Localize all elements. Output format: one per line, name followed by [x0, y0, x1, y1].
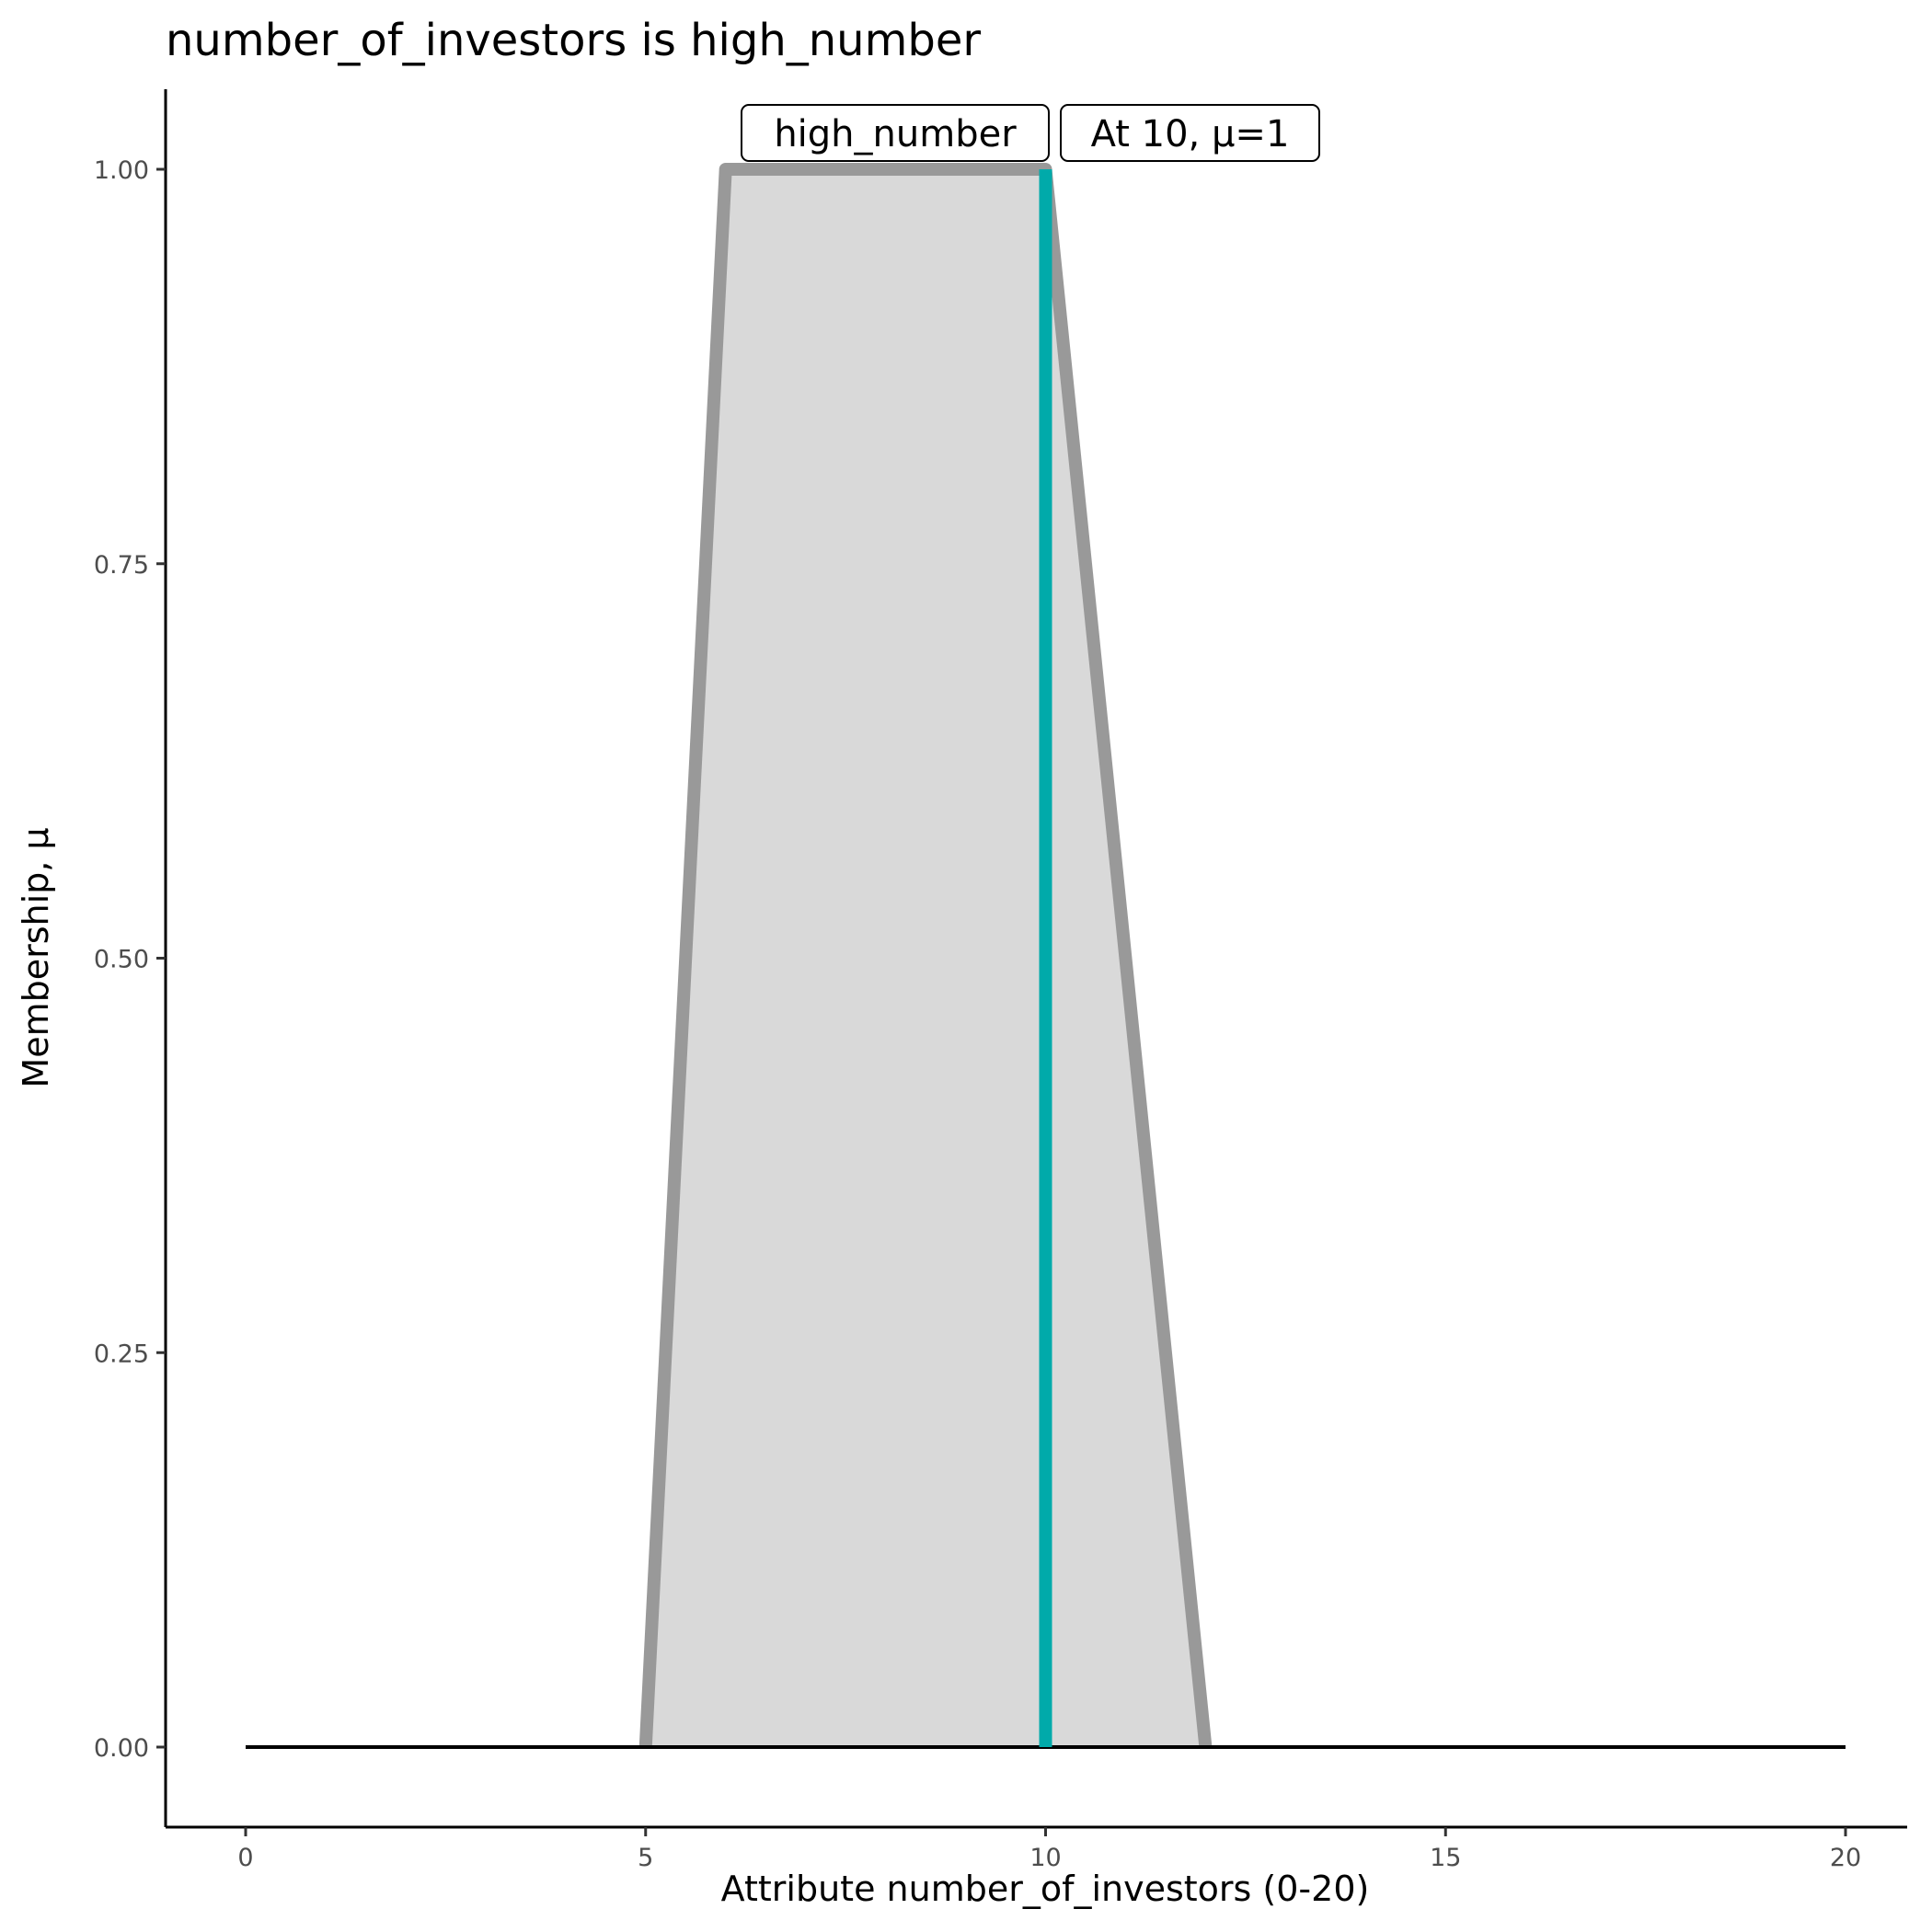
plot-area	[246, 163, 1846, 1749]
y-tick-label: 0.75	[94, 551, 149, 580]
y-ticks: 0.00 0.25 0.50 0.75 1.00	[94, 156, 166, 1763]
y-tick-label: 0.50	[94, 946, 149, 974]
y-axis-label: Membership, μ	[16, 827, 56, 1087]
x-tick-label: 20	[1830, 1844, 1861, 1872]
y-tick-label: 1.00	[94, 156, 149, 185]
x-tick-label: 10	[1029, 1844, 1061, 1872]
annotation-box	[1060, 104, 1320, 162]
annotation-label: high_number	[774, 113, 1017, 155]
annotations: high_number At 10, μ=1	[741, 104, 1320, 162]
annotation-label: At 10, μ=1	[1091, 113, 1290, 155]
chart-title: number_of_investors is high_number	[166, 15, 981, 66]
x-tick-label: 15	[1430, 1844, 1461, 1872]
series-outline	[638, 163, 1213, 1748]
x-axis-label: Attribute number_of_investors (0-20)	[721, 1869, 1370, 1909]
annotation-box	[741, 104, 1050, 162]
x-tick-label: 5	[638, 1844, 653, 1872]
x-ticks: 0 5 10 15 20	[237, 1827, 1861, 1872]
y-tick-label: 0.00	[94, 1734, 149, 1763]
x-tick-label: 0	[237, 1844, 253, 1872]
y-tick-label: 0.25	[94, 1340, 149, 1368]
